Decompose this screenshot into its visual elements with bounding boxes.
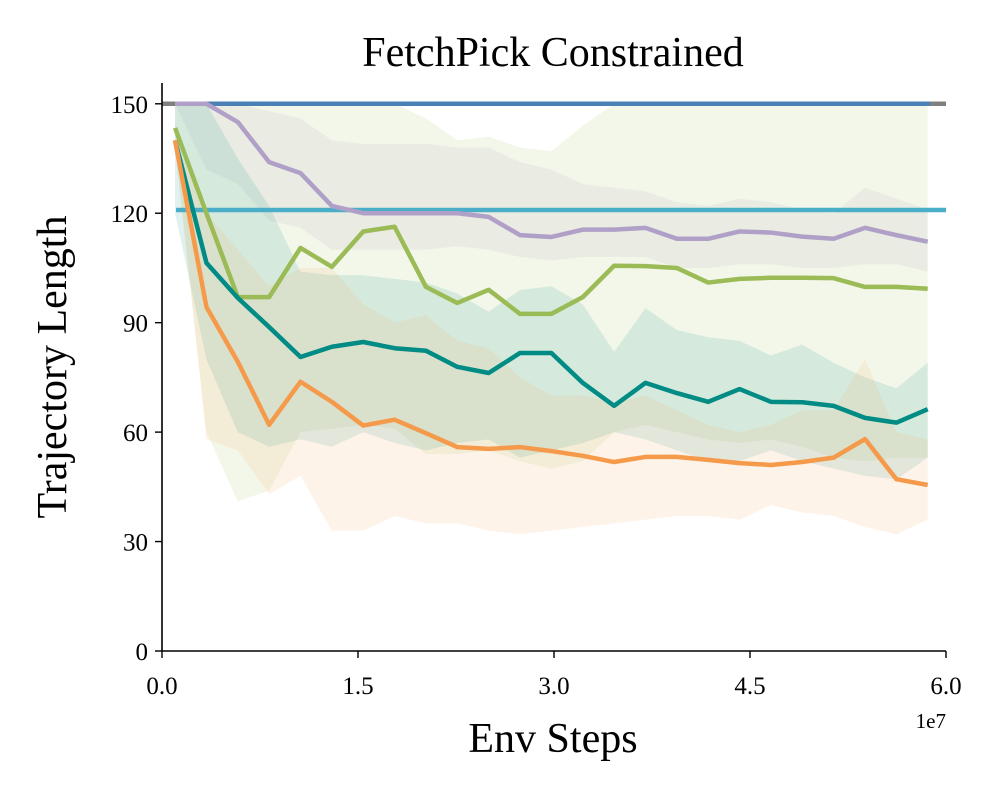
green-band — [175, 103, 928, 502]
y-tick-label: 60 — [123, 420, 148, 447]
y-tick-label: 120 — [111, 201, 149, 228]
y-tick-label: 0 — [136, 639, 149, 666]
y-tick-label: 90 — [123, 311, 148, 338]
green-series-line — [172, 127, 928, 317]
x-axis-label: Env Steps — [468, 716, 637, 762]
x-tick-label: 3.0 — [538, 673, 569, 700]
orange-series-line — [172, 139, 929, 488]
y-tick-label: 30 — [123, 530, 148, 557]
teal-band — [175, 103, 928, 480]
x-tick-label: 4.5 — [734, 673, 765, 700]
orange-band — [175, 140, 928, 535]
x-axis-offset-label: 1e7 — [916, 709, 946, 733]
purple-series-line — [175, 101, 929, 244]
y-tick-label: 150 — [111, 92, 149, 119]
series-lines — [172, 101, 929, 488]
y-ticks: 0 30 60 90 120 150 — [111, 92, 162, 666]
x-tick-label: 6.0 — [930, 673, 961, 700]
x-tick-label: 0.0 — [146, 673, 177, 700]
x-ticks: 0.0 1.5 3.0 4.5 6.0 — [146, 651, 962, 700]
chart-title: FetchPick Constrained — [362, 30, 743, 76]
teal-series-line — [172, 139, 929, 425]
reference-lines — [162, 101, 946, 213]
y-axis-label: Trajectory Length — [30, 216, 76, 519]
x-tick-label: 1.5 — [342, 673, 373, 700]
